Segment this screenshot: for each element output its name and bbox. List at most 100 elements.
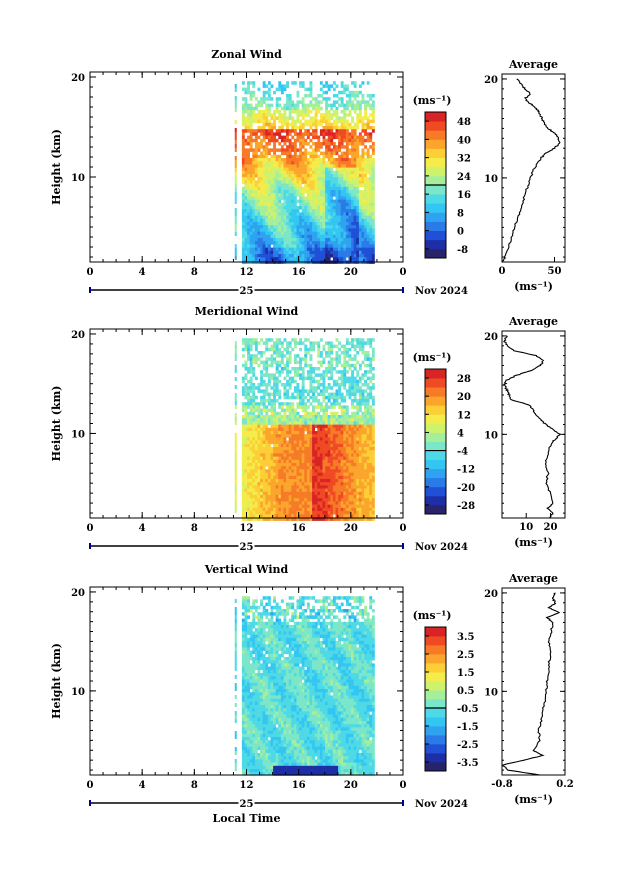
profile-title: Average: [508, 58, 558, 71]
profile-y-tick-label: 20: [484, 589, 498, 600]
colorbar-swatch: [425, 753, 446, 763]
x-tick-label: 12: [240, 780, 254, 791]
colorbar-frame: [424, 626, 447, 772]
x-tick-label: 20: [344, 780, 358, 791]
colorbar-swatch: [425, 726, 446, 736]
colorbar-swatch: [425, 432, 446, 442]
colorbar-tick-label: 12: [457, 410, 471, 421]
day-label-bg: [238, 541, 255, 551]
colorbar-tick-label: 0: [457, 227, 464, 238]
x-tick-label: 0: [87, 267, 94, 278]
colorbar-tick-label: -1.5: [457, 722, 479, 733]
day-label-bg: [238, 285, 255, 295]
y-axis-label: Height (km): [50, 129, 63, 205]
x-axis-label: Local Time: [213, 812, 281, 825]
profile-line: [503, 335, 562, 519]
chart-title: Meridional Wind: [195, 305, 299, 318]
colorbar-tick-label: 16: [457, 190, 471, 201]
x-tick-label: 8: [191, 267, 198, 278]
colorbar-swatch: [425, 459, 446, 470]
profile-y-tick-label: 10: [484, 174, 498, 185]
colorbar-swatch: [425, 230, 446, 241]
colorbar-tick-label: 40: [457, 135, 471, 146]
chart-title: Vertical Wind: [204, 563, 289, 576]
profile-frame: [501, 587, 566, 776]
heatmap-field: [234, 81, 375, 264]
y-tick-label: 10: [71, 429, 85, 440]
profile-x-tick-label: -0.8: [491, 779, 513, 790]
colorbar-tick-label: 24: [457, 172, 471, 183]
profile-y-tick-label: 20: [484, 75, 498, 86]
colorbar-swatch: [425, 405, 446, 415]
colorbar-tick-label: -3.5: [457, 758, 479, 769]
day-label: 25: [240, 542, 254, 553]
panel-2: Meridional Wind 0 4 8 12 16 20 0 10 20 Height (km)…: [50, 305, 566, 553]
colorbar-swatch: [425, 699, 446, 709]
colorbar-swatch: [425, 744, 446, 754]
colorbar-swatch: [425, 194, 446, 204]
y-tick-label: 10: [71, 687, 85, 698]
colorbar-swatch: [425, 762, 446, 772]
chart-title: Zonal Wind: [211, 48, 282, 61]
colorbar-title: (ms⁻¹): [413, 94, 452, 107]
x-tick-label: 0: [400, 267, 407, 278]
colorbar-swatch: [425, 369, 446, 379]
profile-x-tick-label: 10: [519, 522, 533, 533]
colorbar-swatch: [425, 248, 446, 259]
x-tick-label: 16: [292, 267, 306, 278]
colorbar-tick-label: 48: [457, 117, 471, 128]
colorbar-title: (ms⁻¹): [413, 351, 452, 364]
colorbar-swatch: [425, 708, 446, 718]
profile-frame: [501, 330, 566, 519]
colorbar-swatch: [425, 185, 446, 195]
panel-3: Vertical Wind 0 4 8 12 16 20 0 10 20 Height (km) 25…: [50, 563, 574, 810]
x-tick-label: 4: [139, 780, 146, 791]
colorbar-swatch: [425, 166, 446, 177]
x-tick-label: 4: [139, 523, 146, 534]
colorbar-swatch: [425, 121, 446, 131]
profile-y-tick-label: 10: [484, 687, 498, 698]
colorbar-tick-label: -12: [457, 465, 475, 476]
colorbar-swatch: [425, 495, 446, 506]
y-tick-label: 20: [71, 73, 85, 84]
heatmap-field: [234, 338, 375, 521]
x-tick-label: 12: [240, 267, 254, 278]
colorbar-swatch: [425, 636, 446, 646]
x-tick-label: 0: [400, 780, 407, 791]
day-label: 25: [240, 286, 254, 297]
colorbar-tick-label: -20: [457, 483, 475, 494]
x-tick-label: 0: [87, 780, 94, 791]
colorbar-tick-label: 28: [457, 374, 471, 385]
colorbar-swatch: [425, 441, 446, 451]
colorbar-swatch: [425, 717, 446, 727]
colorbar-tick-label: 1.5: [457, 668, 474, 679]
day-label-bg: [238, 798, 255, 808]
profile-line: [501, 78, 561, 263]
colorbar-swatch: [425, 735, 446, 745]
colorbar-title: (ms⁻¹): [413, 609, 452, 622]
colorbar-frame: [424, 368, 447, 515]
colorbar-swatch: [425, 203, 446, 213]
colorbar-swatch: [425, 396, 446, 406]
colorbar-tick-label: -0.5: [457, 704, 479, 715]
colorbar-swatch: [425, 504, 446, 515]
colorbar-tick-label: -8: [457, 245, 468, 256]
colorbar-swatch: [425, 468, 446, 479]
x-tick-label: 20: [344, 267, 358, 278]
colorbar-swatch: [425, 139, 446, 149]
colorbar-tick-label: 4: [457, 428, 464, 439]
colorbar-tick-label: 32: [457, 154, 471, 165]
x-tick-label: 20: [344, 523, 358, 534]
colorbar-swatch: [425, 112, 446, 122]
colorbar-swatch: [425, 378, 446, 388]
colorbar-swatch: [425, 690, 446, 700]
colorbar-tick-label: -4: [457, 447, 468, 458]
x-tick-label: 8: [191, 523, 198, 534]
colorbar-swatch: [425, 681, 446, 691]
profile-y-tick-label: 10: [484, 430, 498, 441]
colorbar-swatch: [425, 450, 446, 461]
colorbar-tick-label: 8: [457, 208, 464, 219]
profile-x-label: (ms⁻¹): [514, 793, 553, 806]
x-tick-label: 0: [400, 523, 407, 534]
